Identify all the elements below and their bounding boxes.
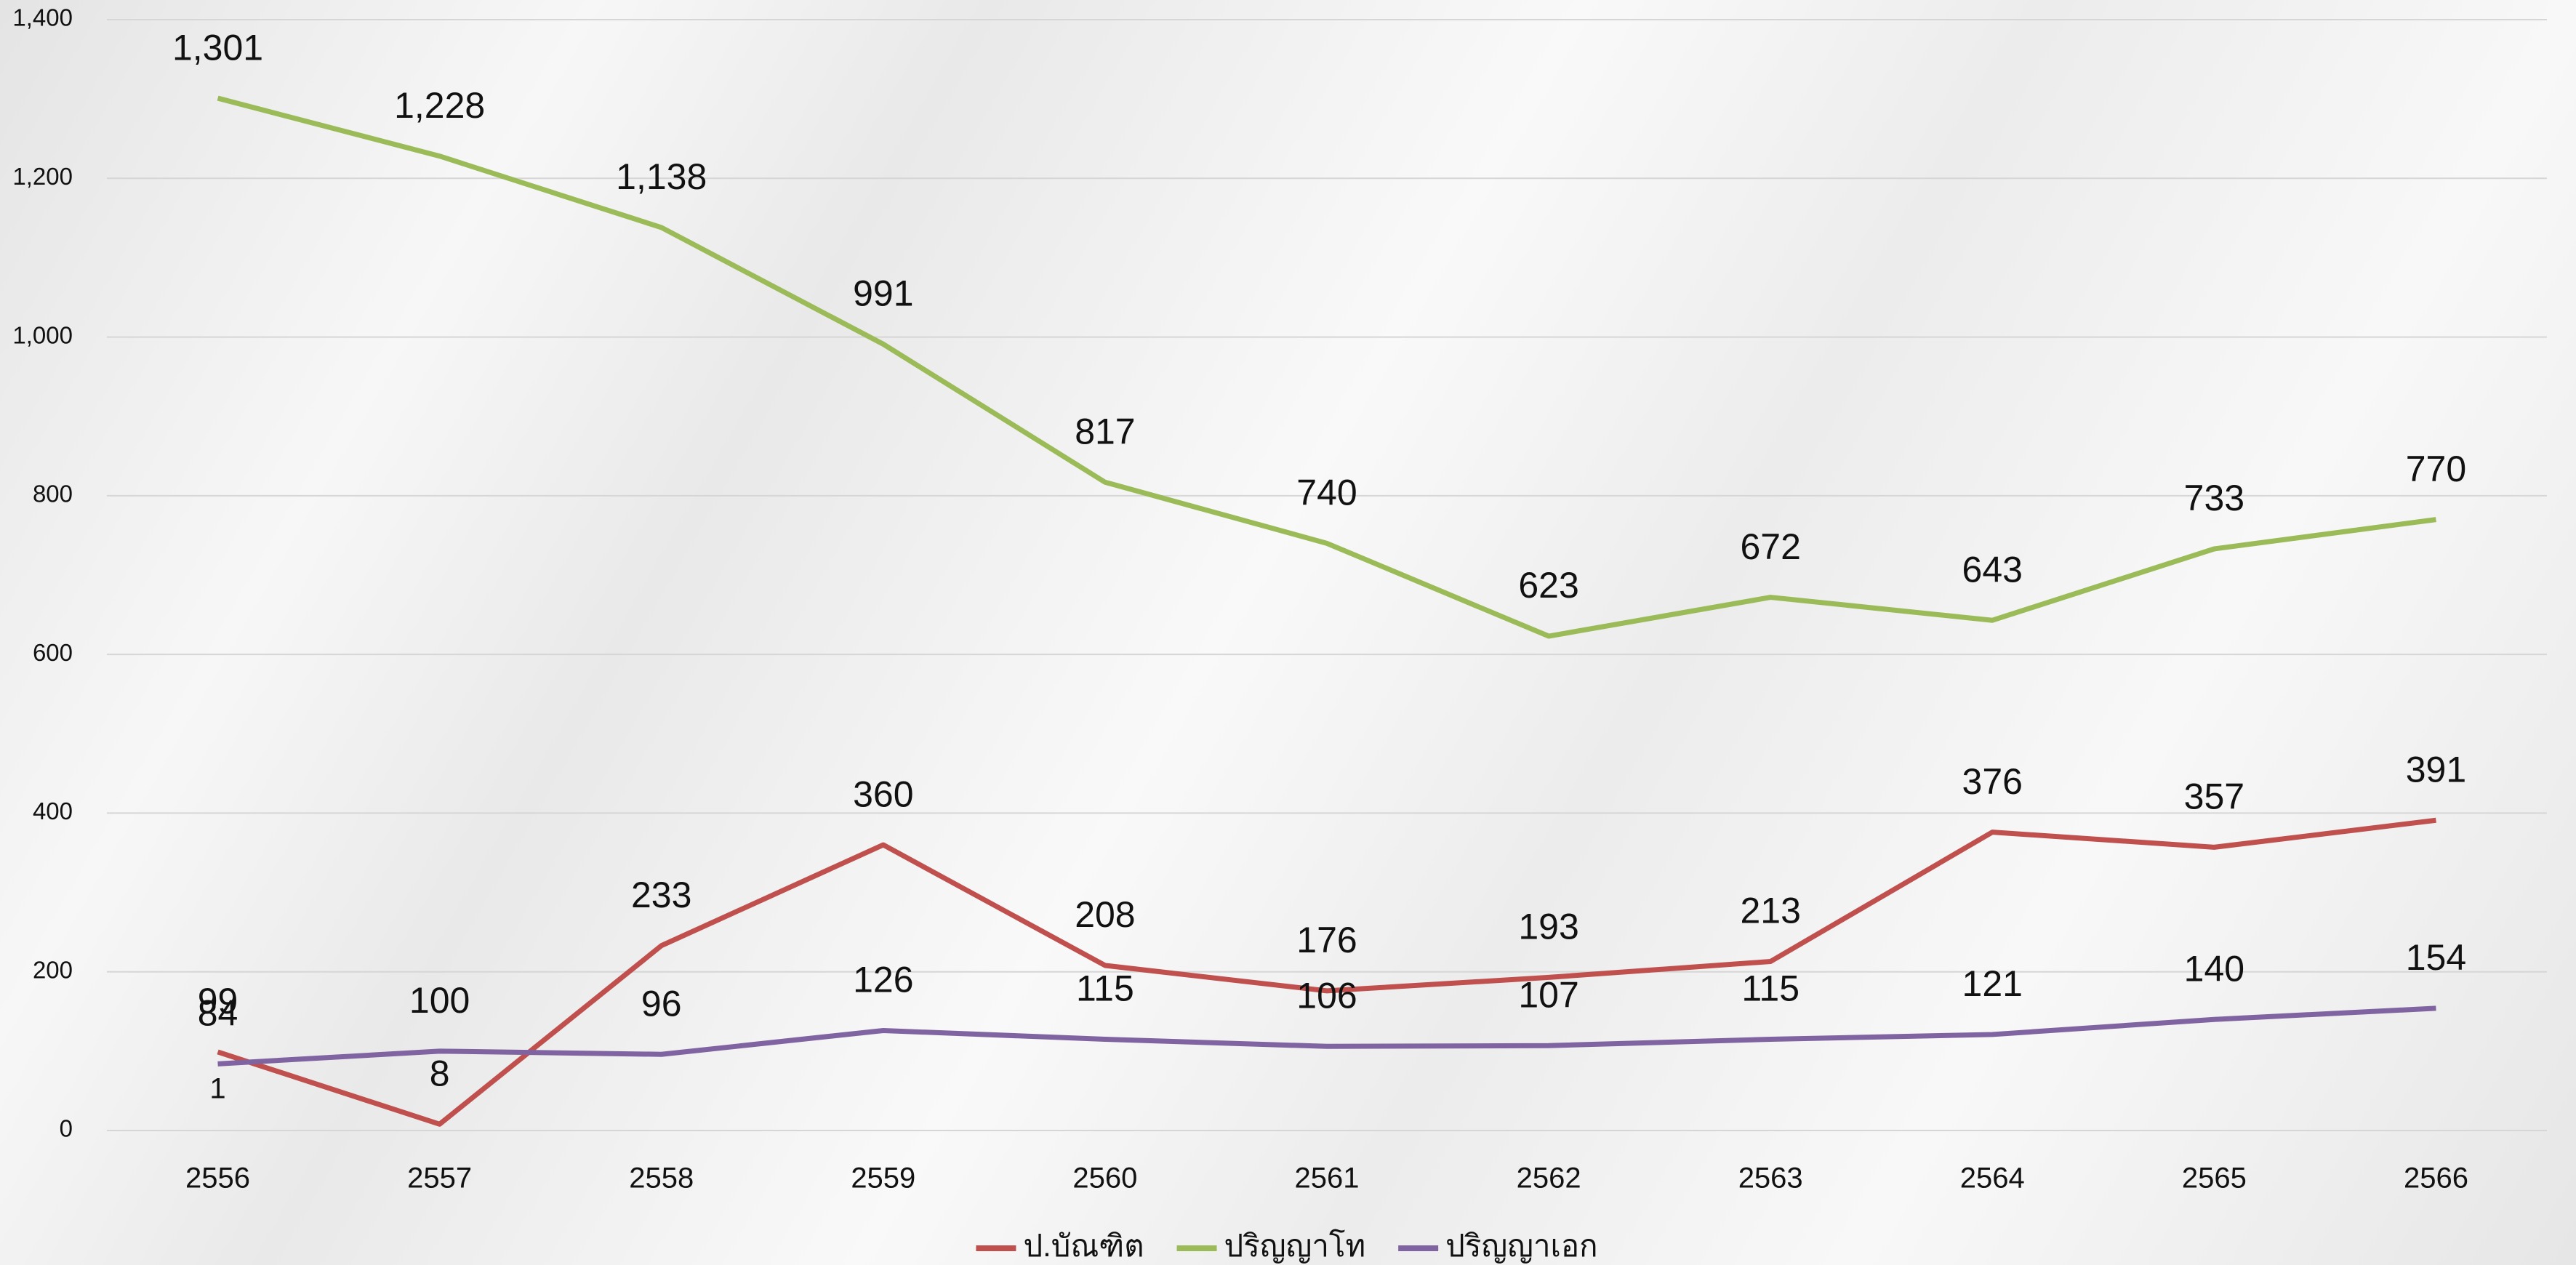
y-tick-label: 1,000 bbox=[12, 321, 73, 348]
data-label: 107 bbox=[1518, 974, 1578, 1015]
data-label: 233 bbox=[631, 875, 691, 915]
y-tick-label: 1,200 bbox=[12, 163, 73, 190]
legend-label: ปริญญาโท bbox=[1224, 1228, 1366, 1264]
data-label: 740 bbox=[1296, 473, 1357, 513]
data-label: 376 bbox=[1962, 761, 2023, 802]
x-tick-label: 2564 bbox=[1960, 1162, 2025, 1194]
y-tick-label: 200 bbox=[33, 956, 73, 983]
data-label: 106 bbox=[1296, 976, 1357, 1016]
y-tick-label: 400 bbox=[33, 798, 73, 824]
y-tick-label: 600 bbox=[33, 639, 73, 666]
x-tick-label: 2556 bbox=[185, 1162, 250, 1194]
data-label: 991 bbox=[853, 273, 913, 314]
data-label: 770 bbox=[2406, 449, 2466, 489]
data-label: 121 bbox=[1962, 963, 2023, 1004]
data-label: 126 bbox=[853, 960, 913, 1000]
data-label: 100 bbox=[409, 980, 470, 1021]
data-label: 817 bbox=[1075, 411, 1135, 452]
y-tick-label: 0 bbox=[60, 1115, 73, 1142]
data-label: 1,138 bbox=[616, 156, 707, 197]
x-tick-label: 2558 bbox=[629, 1162, 694, 1194]
data-label: 213 bbox=[1740, 891, 1800, 931]
data-label: 140 bbox=[2184, 948, 2244, 989]
annotation: 1 bbox=[209, 1073, 225, 1105]
series-line bbox=[217, 817, 2436, 1127]
x-tick-label: 2557 bbox=[407, 1162, 472, 1194]
legend-label: ป.บัณฑิต bbox=[1023, 1229, 1144, 1263]
x-tick-label: 2565 bbox=[2182, 1162, 2247, 1194]
data-label: 357 bbox=[2184, 776, 2244, 817]
data-label: 115 bbox=[1741, 968, 1799, 1009]
data-label: 176 bbox=[1296, 920, 1357, 960]
y-tick-label: 1,400 bbox=[12, 4, 73, 31]
data-label: 360 bbox=[853, 774, 913, 814]
y-tick-label: 800 bbox=[33, 481, 73, 507]
x-tick-label: 2560 bbox=[1072, 1162, 1137, 1194]
data-label: 96 bbox=[641, 983, 682, 1024]
data-label: 1,301 bbox=[172, 27, 263, 68]
x-tick-label: 2559 bbox=[851, 1162, 915, 1194]
x-tick-label: 2562 bbox=[1517, 1162, 1581, 1194]
data-label: 115 bbox=[1076, 968, 1134, 1009]
series-line bbox=[217, 95, 2436, 639]
x-tick-label: 2561 bbox=[1295, 1162, 1360, 1194]
x-tick-label: 2566 bbox=[2404, 1162, 2468, 1194]
series-line bbox=[217, 1005, 2436, 1067]
data-label: 1,228 bbox=[394, 85, 485, 126]
data-label: 84 bbox=[198, 993, 238, 1034]
data-label: 8 bbox=[430, 1053, 450, 1093]
x-tick-label: 2563 bbox=[1738, 1162, 1803, 1194]
data-label: 733 bbox=[2184, 478, 2244, 518]
data-label: 672 bbox=[1740, 526, 1800, 567]
data-label: 623 bbox=[1518, 565, 1578, 606]
data-label: 99 bbox=[198, 981, 238, 1021]
data-label: 154 bbox=[2406, 937, 2466, 978]
data-label: 391 bbox=[2406, 749, 2466, 790]
data-label: 643 bbox=[1962, 549, 2023, 590]
data-label: 208 bbox=[1075, 894, 1135, 935]
data-label: 193 bbox=[1518, 907, 1578, 947]
legend-label: ปริญญาเอก bbox=[1445, 1229, 1597, 1264]
